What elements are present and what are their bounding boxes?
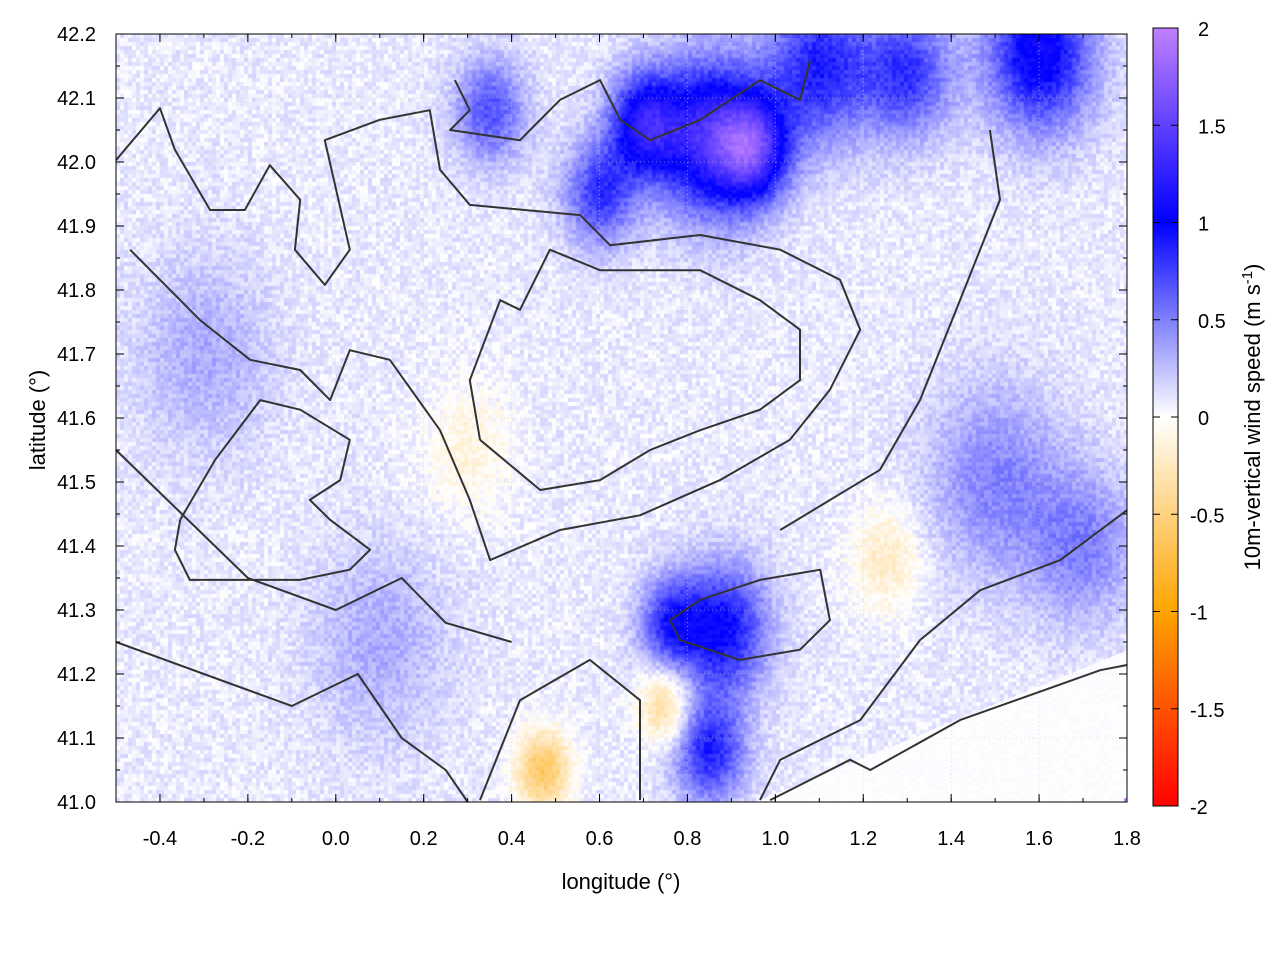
y-axis-label: latitude (°) (25, 370, 50, 471)
y-tick-label: 41.5 (57, 472, 96, 494)
colorbar-tick-label: -1.5 (1190, 700, 1224, 722)
heatmap-field-container (116, 34, 1127, 802)
colorbar-tick-label: -1 (1190, 603, 1208, 625)
colorbar-ticks: 2 1.5 1 0.5 0 -0.5 -1 -1.5 -2 (1153, 19, 1226, 819)
x-tick-label: -0.4 (143, 828, 177, 850)
contour-line (115, 107, 862, 562)
colorbar-tick-label: -2 (1190, 797, 1208, 819)
y-tick-label: 41.4 (57, 536, 96, 558)
x-tick-label: 1.0 (761, 828, 789, 850)
colorbar-label: 10m-vertical wind speed (m s-1) (1239, 264, 1265, 571)
x-tick-label: 0.8 (674, 828, 702, 850)
contour-line (759, 509, 1128, 801)
y-tick-label: 41.3 (57, 600, 96, 622)
x-tick-label: 1.6 (1025, 828, 1053, 850)
colorbar-tick-label: -0.5 (1190, 505, 1224, 527)
y-tick-label: 42.2 (57, 24, 96, 46)
contour-line (115, 449, 512, 643)
y-axis-ticks: 41.0 41.1 41.2 41.3 41.4 41.5 41.6 41.7 41.8 41.9… (57, 24, 1127, 814)
contour-line (468, 248, 801, 491)
colorbar-tick-label: 1 (1198, 214, 1209, 236)
x-tick-label: 0.6 (586, 828, 614, 850)
y-tick-label: 41.9 (57, 216, 96, 238)
x-axis-ticks: -0.4 -0.2 0.0 0.2 0.4 0.6 0.8 1.0 1.2 1.4 1.6 1.8 (115, 34, 1141, 850)
x-tick-label: 1.8 (1113, 828, 1141, 850)
wind-speed-field (116, 34, 1127, 802)
colorbar-tick-label: 0.5 (1198, 311, 1226, 333)
y-tick-label: 41.1 (57, 728, 96, 750)
x-axis-label: longitude (°) (562, 869, 681, 894)
contour-line (479, 658, 641, 801)
x-tick-label: 0.2 (410, 828, 438, 850)
contour-line (173, 399, 372, 581)
y-tick-label: 41.2 (57, 664, 96, 686)
x-tick-label: -0.2 (231, 828, 265, 850)
contour-line (669, 568, 831, 661)
contour-line (115, 641, 469, 803)
x-tick-label: 0.0 (322, 828, 350, 850)
contour-line (779, 129, 1001, 531)
colorbar-tick-label: 1.5 (1198, 116, 1226, 138)
colorbar-tick-label: 2 (1198, 19, 1209, 41)
colorbar-tick-label: 0 (1198, 408, 1209, 430)
y-tick-label: 42.0 (57, 152, 96, 174)
x-tick-label: 1.2 (849, 828, 877, 850)
contour-lines (115, 59, 1128, 803)
y-tick-label: 42.1 (57, 88, 96, 110)
x-tick-label: 0.4 (498, 828, 526, 850)
y-tick-label: 41.0 (57, 792, 96, 814)
y-tick-label: 41.7 (57, 344, 96, 366)
x-tick-label: 1.4 (937, 828, 965, 850)
y-tick-label: 41.8 (57, 280, 96, 302)
contour-line (449, 59, 812, 142)
y-tick-label: 41.6 (57, 408, 96, 430)
contour-line (769, 664, 1128, 801)
